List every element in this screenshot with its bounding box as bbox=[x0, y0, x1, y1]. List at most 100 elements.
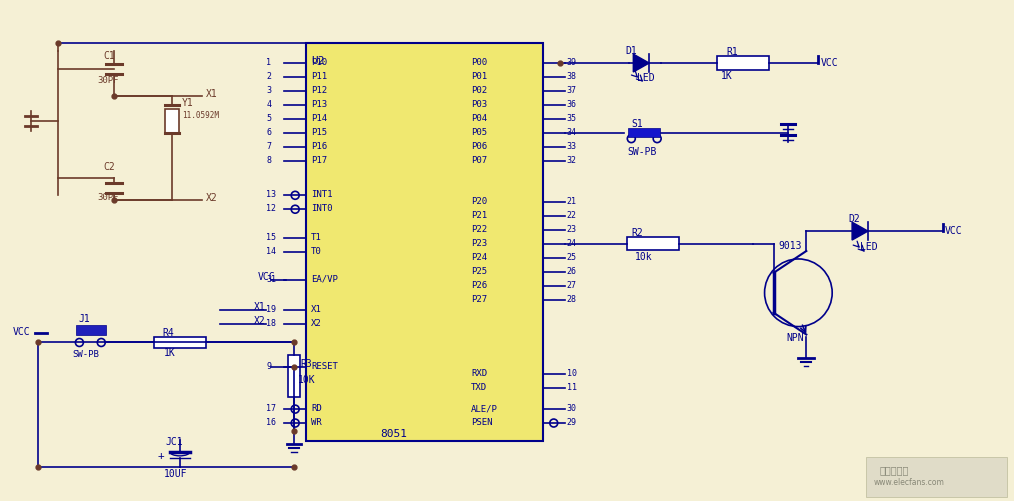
Text: EA/VP: EA/VP bbox=[311, 275, 338, 284]
Text: SW-PB: SW-PB bbox=[72, 350, 99, 359]
Text: ALE/P: ALE/P bbox=[472, 404, 498, 413]
Text: 9: 9 bbox=[267, 362, 272, 371]
Text: VCC: VCC bbox=[258, 272, 275, 282]
Text: P14: P14 bbox=[311, 114, 328, 123]
Text: P00: P00 bbox=[472, 58, 488, 67]
Text: D2: D2 bbox=[848, 214, 860, 224]
Text: 10k: 10k bbox=[636, 252, 653, 262]
Text: X2: X2 bbox=[254, 316, 266, 326]
Text: 30: 30 bbox=[567, 404, 577, 413]
Text: P04: P04 bbox=[472, 114, 488, 123]
Text: 8: 8 bbox=[267, 155, 272, 164]
Bar bbox=[165, 109, 178, 133]
Text: R4: R4 bbox=[162, 328, 173, 338]
Text: 2: 2 bbox=[267, 72, 272, 81]
Bar bbox=[288, 355, 300, 397]
Text: 17: 17 bbox=[267, 404, 277, 413]
Text: JC1: JC1 bbox=[166, 437, 184, 447]
Text: X1: X1 bbox=[254, 302, 266, 312]
Text: P13: P13 bbox=[311, 100, 328, 109]
Text: C2: C2 bbox=[103, 162, 115, 172]
Text: 35: 35 bbox=[567, 114, 577, 123]
Text: 39: 39 bbox=[567, 58, 577, 67]
Text: 36: 36 bbox=[567, 100, 577, 109]
Polygon shape bbox=[852, 222, 868, 240]
Text: 30PF: 30PF bbox=[97, 76, 119, 85]
Text: RXD: RXD bbox=[472, 369, 488, 378]
Text: 10UF: 10UF bbox=[164, 469, 188, 479]
Text: 15: 15 bbox=[267, 233, 277, 242]
Text: P03: P03 bbox=[472, 100, 488, 109]
Text: R1: R1 bbox=[727, 47, 738, 57]
Text: 1K: 1K bbox=[721, 71, 732, 81]
Text: 29: 29 bbox=[567, 418, 577, 427]
Text: VCC: VCC bbox=[945, 226, 962, 236]
Text: SW-PB: SW-PB bbox=[628, 147, 657, 157]
Text: RD: RD bbox=[311, 404, 321, 413]
Text: C1: C1 bbox=[103, 51, 115, 61]
Text: X2: X2 bbox=[311, 319, 321, 328]
Text: 25: 25 bbox=[567, 253, 577, 262]
Text: WR: WR bbox=[311, 418, 321, 427]
Text: 11: 11 bbox=[567, 383, 577, 392]
Text: www.elecfans.com: www.elecfans.com bbox=[874, 478, 945, 487]
Text: Y1: Y1 bbox=[182, 98, 194, 108]
Text: 19: 19 bbox=[267, 305, 277, 314]
Text: R3: R3 bbox=[300, 359, 312, 369]
Text: 7: 7 bbox=[267, 142, 272, 151]
Text: P22: P22 bbox=[472, 225, 488, 234]
Polygon shape bbox=[634, 54, 649, 72]
Text: R2: R2 bbox=[632, 228, 643, 238]
Bar bbox=[154, 337, 206, 349]
Text: 23: 23 bbox=[567, 225, 577, 234]
Text: 4: 4 bbox=[267, 100, 272, 109]
Text: P11: P11 bbox=[311, 72, 328, 81]
Text: P24: P24 bbox=[472, 253, 488, 262]
Text: 1K: 1K bbox=[164, 349, 175, 358]
Text: P10: P10 bbox=[311, 58, 328, 67]
Text: P07: P07 bbox=[472, 155, 488, 164]
Text: 9013: 9013 bbox=[779, 241, 802, 251]
Text: INT1: INT1 bbox=[311, 190, 333, 199]
Text: +: + bbox=[158, 451, 164, 461]
Bar bbox=[866, 457, 1007, 496]
Text: 电子发烧友: 电子发烧友 bbox=[880, 465, 910, 475]
Text: 26: 26 bbox=[567, 267, 577, 276]
Text: 8051: 8051 bbox=[380, 429, 408, 439]
Text: P06: P06 bbox=[472, 142, 488, 151]
Text: U2: U2 bbox=[311, 56, 324, 66]
Bar bbox=[717, 56, 769, 70]
Text: 30PF: 30PF bbox=[97, 193, 119, 202]
Text: 38: 38 bbox=[567, 72, 577, 81]
Text: 6: 6 bbox=[267, 128, 272, 137]
Text: J1: J1 bbox=[78, 314, 90, 324]
Text: 34: 34 bbox=[567, 128, 577, 137]
Text: TXD: TXD bbox=[472, 383, 488, 392]
Text: 33: 33 bbox=[567, 142, 577, 151]
Text: P20: P20 bbox=[472, 197, 488, 206]
Bar bbox=[628, 237, 679, 250]
Text: P16: P16 bbox=[311, 142, 328, 151]
Bar bbox=[306, 43, 542, 441]
Text: LED: LED bbox=[860, 242, 878, 252]
Text: 10: 10 bbox=[567, 369, 577, 378]
Text: P15: P15 bbox=[311, 128, 328, 137]
Bar bbox=[629, 128, 660, 137]
Text: 14: 14 bbox=[267, 247, 277, 256]
Text: 22: 22 bbox=[567, 211, 577, 220]
Text: T0: T0 bbox=[311, 247, 321, 256]
Text: 11.0592M: 11.0592M bbox=[182, 111, 219, 120]
Text: 10K: 10K bbox=[298, 375, 315, 385]
Text: P05: P05 bbox=[472, 128, 488, 137]
Text: P23: P23 bbox=[472, 239, 488, 248]
Text: 27: 27 bbox=[567, 281, 577, 290]
Text: P12: P12 bbox=[311, 86, 328, 95]
Text: P25: P25 bbox=[472, 267, 488, 276]
Text: P02: P02 bbox=[472, 86, 488, 95]
Text: X2: X2 bbox=[206, 193, 217, 203]
Text: T1: T1 bbox=[311, 233, 321, 242]
Text: VCC: VCC bbox=[13, 327, 30, 337]
Text: P01: P01 bbox=[472, 72, 488, 81]
Text: X1: X1 bbox=[311, 305, 321, 314]
Text: 18: 18 bbox=[267, 319, 277, 328]
